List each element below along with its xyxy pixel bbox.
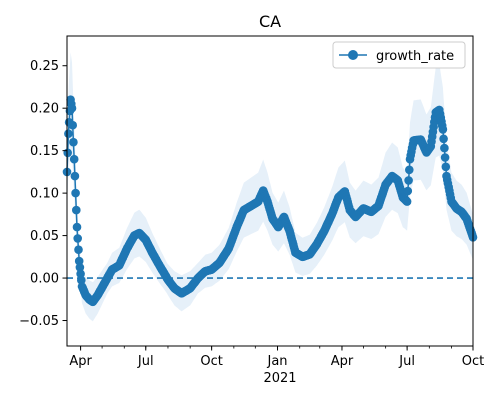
legend-marker (348, 50, 358, 60)
data-point (69, 154, 79, 164)
plot-frame (66, 35, 474, 347)
y-tick-label: 0.00 (30, 272, 59, 287)
data-point (404, 176, 413, 185)
data-point (70, 171, 80, 181)
data-point (64, 129, 73, 138)
confidence-band (67, 52, 473, 322)
y-tick-label: 0.15 (30, 144, 59, 159)
data-point (403, 186, 413, 196)
data-point (72, 222, 82, 232)
y-tick-label: 0.20 (30, 102, 59, 117)
data-point (441, 162, 451, 172)
data-point (77, 275, 86, 285)
y-tick-label: 0.10 (30, 187, 59, 202)
data-point (73, 234, 82, 243)
chart-title: CA (259, 12, 281, 31)
x-tick-label: Jul (398, 354, 415, 369)
data-point (67, 103, 77, 113)
data-point (74, 256, 84, 266)
data-point (76, 269, 85, 279)
data-point (402, 197, 412, 206)
x-axis: Apr Jul Oct Jan Apr Jul Oct (69, 346, 484, 369)
x-tick-label: Oct (200, 354, 222, 369)
data-point (438, 125, 448, 134)
legend-box (332, 41, 466, 69)
data-point (74, 245, 83, 254)
data-point (72, 205, 81, 215)
x-tick-label: Oct (462, 354, 484, 369)
data-point (75, 263, 85, 272)
data-point (71, 188, 80, 198)
y-tick-label: −0.05 (19, 314, 59, 329)
x-tick-label: Apr (331, 354, 354, 369)
data-point (440, 143, 449, 153)
y-tick-label: 0.05 (30, 229, 59, 244)
x-tick-label: Apr (69, 354, 92, 369)
data-point (440, 153, 450, 162)
series-growth-rate (62, 95, 478, 307)
y-axis: −0.05 0.00 0.05 0.10 0.15 0.20 0.25 (19, 59, 67, 329)
data-point (439, 134, 448, 144)
x-tick-label: Jul (137, 354, 154, 369)
data-point (68, 120, 77, 130)
confidence-band-area (67, 52, 473, 322)
data-point (69, 137, 78, 147)
x-axis-label: 2021 (263, 371, 296, 386)
data-point (405, 165, 414, 175)
legend: growth_rate (332, 41, 466, 69)
x-tick-label: Jan (266, 354, 287, 369)
legend-label: growth_rate (376, 49, 454, 64)
y-tick-label: 0.25 (30, 59, 59, 74)
data-point (63, 148, 72, 158)
